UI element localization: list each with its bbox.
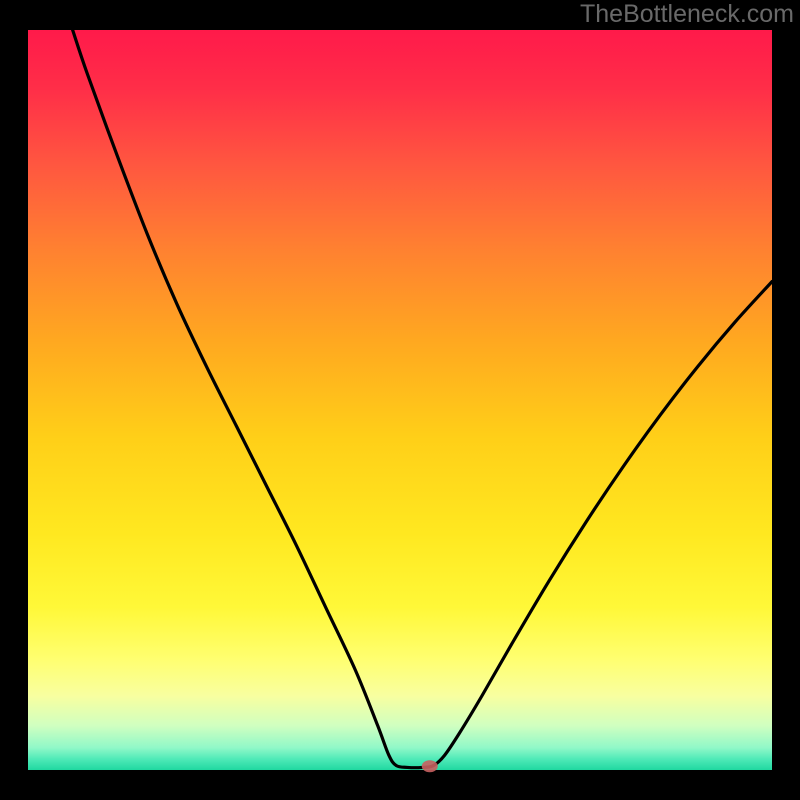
gradient-background: [28, 30, 772, 770]
chart-frame: { "watermark": { "text": "TheBottleneck.…: [0, 0, 800, 800]
watermark-text: TheBottleneck.com: [580, 0, 794, 29]
optimal-point-marker: [422, 760, 438, 772]
bottleneck-chart: [0, 0, 800, 800]
